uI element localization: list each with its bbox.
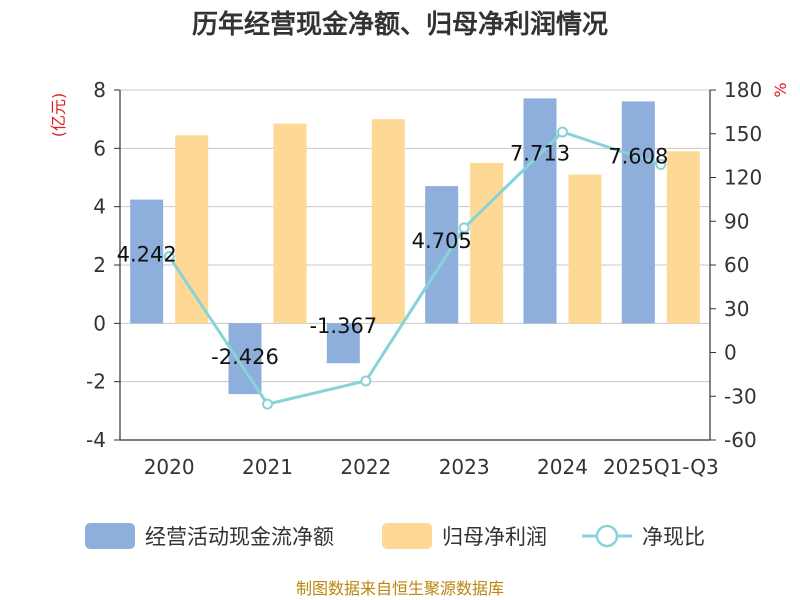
legend-swatch-cashflow: [85, 523, 135, 549]
legend-marker-ratio: [595, 524, 619, 548]
legend-label-ratio: 净现比: [642, 525, 705, 549]
legend-label-cashflow: 经营活动现金流净额: [145, 525, 334, 549]
bar-cashflow-2020: [130, 199, 164, 324]
bar-cashflow-2021: [228, 323, 262, 395]
left-axis-ticks: 8 6 4 2 0 -2 -4: [86, 78, 120, 452]
data-label-cashflow: 4.705: [412, 229, 472, 253]
ratio-line-group: [163, 126, 667, 410]
data-labels: 4.242 -2.426 -1.367 4.705 7.713 7.608: [117, 141, 669, 369]
right-tick-label: 150: [724, 122, 762, 146]
bar-net-profit-2023: [470, 162, 504, 324]
right-tick-label: 30: [724, 297, 749, 321]
x-tick-label: 2023: [439, 455, 490, 479]
x-tick-label: 2021: [242, 455, 293, 479]
right-tick-label: 60: [724, 253, 749, 277]
right-tick-label: 0: [724, 341, 737, 365]
ratio-point-2020: [163, 251, 175, 263]
x-tick-label: 2025Q1-Q3: [603, 455, 719, 479]
left-tick-label: 2: [93, 253, 106, 277]
ratio-point-2023: [458, 222, 470, 234]
left-tick-label: 6: [93, 136, 106, 160]
x-axis-ticks: 2020 2021 2022 2023 2024 2025Q1-Q3: [144, 455, 719, 479]
right-axis-unit: %: [771, 82, 790, 97]
right-tick-label: 90: [724, 209, 749, 233]
x-tick-label: 2022: [340, 455, 391, 479]
ratio-point-2021: [262, 398, 273, 410]
gridlines: [120, 89, 710, 441]
bar-group: [130, 98, 700, 395]
bar-cashflow-2022: [326, 323, 360, 364]
ratio-point-2022: [360, 375, 372, 387]
bar-cashflow-2025Q1-Q3: [621, 101, 655, 324]
source-note: 制图数据来自恒生聚源数据库: [296, 579, 504, 598]
legend-label-net-profit: 归母净利润: [442, 525, 547, 549]
right-tick-label: -30: [724, 384, 757, 408]
axes: [119, 90, 711, 441]
right-tick-label: -60: [724, 428, 757, 452]
legend-swatch-net-profit: [382, 523, 432, 549]
ratio-point-2025Q1-Q3: [655, 159, 667, 171]
right-axis-ticks: 180 150 120 90 60 30 0 -30 -60: [710, 78, 762, 452]
left-tick-label: 0: [93, 311, 106, 335]
left-tick-label: -4: [86, 428, 106, 452]
bar-net-profit-2025Q1-Q3: [666, 151, 700, 324]
bar-net-profit-2022: [371, 119, 405, 324]
data-label-cashflow: 7.713: [510, 141, 570, 165]
data-label-cashflow: -1.367: [309, 314, 377, 338]
ratio-line: [167, 130, 662, 406]
data-label-cashflow: -2.426: [211, 345, 279, 369]
right-tick-label: 180: [724, 78, 762, 102]
left-tick-label: -2: [86, 370, 106, 394]
left-axis-unit: (亿元): [49, 93, 68, 138]
left-tick-label: 4: [93, 195, 106, 219]
bar-cashflow-2024: [523, 98, 557, 324]
right-tick-label: 120: [724, 166, 762, 190]
x-tick-label: 2024: [537, 455, 588, 479]
left-tick-label: 8: [93, 78, 106, 102]
ratio-point-2024: [557, 126, 568, 138]
bar-net-profit-2021: [273, 123, 307, 324]
bar-net-profit-2020: [175, 135, 209, 324]
data-label-cashflow: 4.242: [117, 243, 177, 267]
x-tick-label: 2020: [144, 455, 195, 479]
data-label-cashflow: 7.608: [608, 144, 668, 168]
bar-net-profit-2024: [568, 174, 602, 324]
chart-title: 历年经营现金净额、归母净利润情况: [192, 9, 608, 40]
bar-cashflow-2023: [425, 186, 459, 324]
legend: 经营活动现金流净额 归母净利润 净现比: [85, 523, 705, 549]
